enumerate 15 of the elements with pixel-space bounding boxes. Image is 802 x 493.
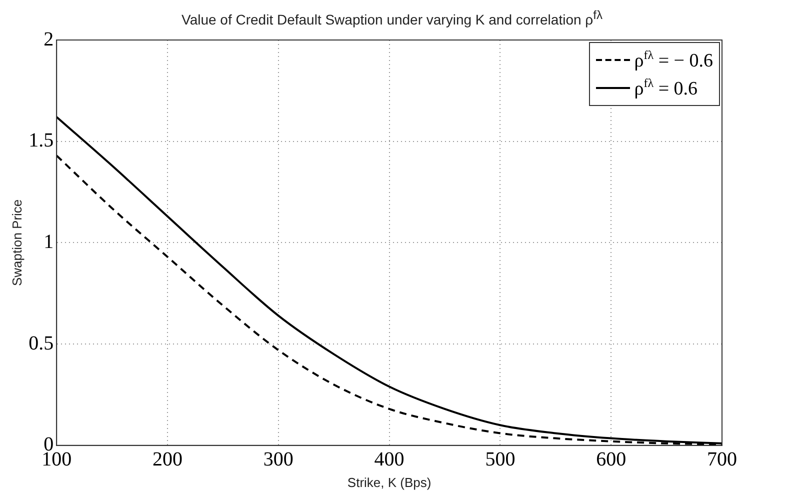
x-tick-label: 400	[374, 448, 404, 471]
x-tick-label: 700	[707, 448, 737, 471]
y-axis-title: Swaption Price	[9, 199, 24, 286]
y-tick-label: 2	[44, 28, 54, 50]
x-tick-label: 600	[596, 448, 626, 471]
x-tick-label: 300	[263, 448, 294, 471]
y-tick-label: 0.5	[28, 332, 54, 354]
legend-label: ρ$^{fλ}$ = 0.6	[634, 76, 698, 100]
x-axis-title: Strike, K (Bps)	[347, 474, 432, 490]
x-tick-label: 500	[485, 448, 516, 471]
y-tick-label: 1	[44, 230, 54, 253]
legend-label: ρ$^{fλ}$ = − 0.6	[634, 48, 713, 72]
chart-title: Value of Credit Default Swaption under varying K and correlation ρ$^{fλ}$	[180, 8, 604, 28]
y-tick-label: 1.5	[28, 130, 54, 152]
x-tick-label: 200	[152, 448, 182, 471]
